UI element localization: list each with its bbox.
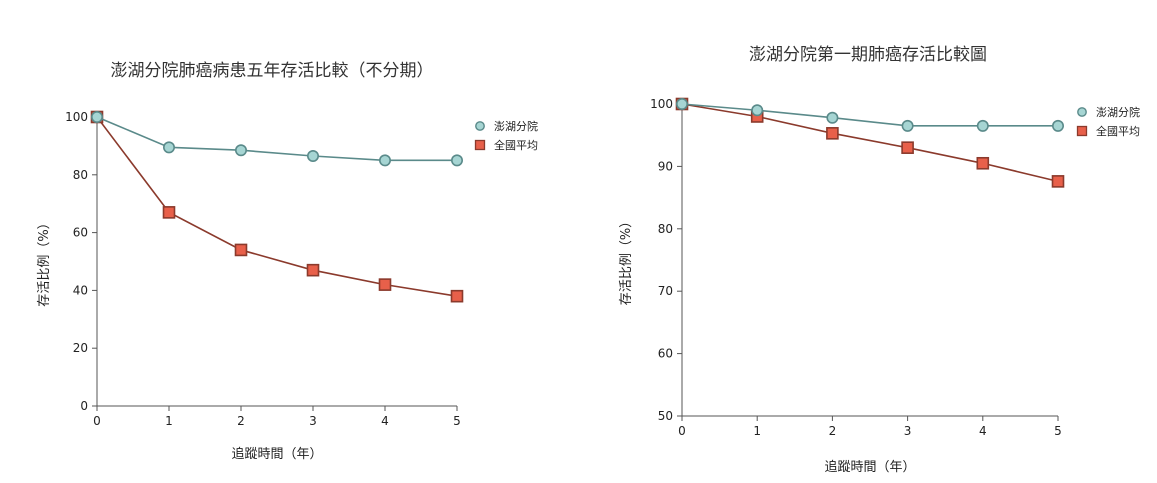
legend-label-penghu: 澎湖分院 xyxy=(494,119,538,133)
x-tick-label: 4 xyxy=(979,424,987,438)
data-point-penghu xyxy=(751,104,764,117)
y-tick-label: 100 xyxy=(650,97,673,111)
y-tick-label: 40 xyxy=(73,283,88,297)
y-axis-title: 存活比例（%） xyxy=(37,216,52,306)
data-point-national xyxy=(976,156,990,170)
y-tick-label: 100 xyxy=(65,110,88,124)
data-point-penghu xyxy=(1052,119,1065,132)
x-tick-label: 1 xyxy=(165,414,173,428)
data-point-penghu xyxy=(306,150,319,163)
x-tick-label: 2 xyxy=(237,414,245,428)
y-tick-label: 90 xyxy=(658,159,673,173)
y-tick-label: 80 xyxy=(73,168,88,182)
data-point-national xyxy=(1051,175,1065,188)
chart-title: 澎湖分院第一期肺癌存活比較圖 xyxy=(749,45,987,65)
data-point-penghu xyxy=(163,141,176,154)
data-point-national xyxy=(378,278,392,291)
data-point-national xyxy=(826,127,839,140)
x-tick-label: 1 xyxy=(753,424,761,438)
data-point-penghu xyxy=(826,111,839,124)
x-tick-label: 2 xyxy=(829,424,837,438)
series-line-national xyxy=(96,116,458,297)
data-point-national xyxy=(901,141,914,154)
x-tick-label: 5 xyxy=(453,414,461,428)
data-point-national xyxy=(450,289,464,303)
y-tick-label: 70 xyxy=(658,284,673,298)
series-line-penghu xyxy=(96,116,457,162)
data-point-penghu xyxy=(91,111,104,124)
chart-1: 澎湖分院肺癌病患五年存活比較（不分期） 0 20 40 60 80 100 0 1 2 3 4 5 追蹤時… xyxy=(37,61,538,462)
x-tick-label: 3 xyxy=(904,424,912,438)
data-point-penghu xyxy=(976,119,989,132)
y-tick-label: 80 xyxy=(658,222,673,236)
data-point-national xyxy=(162,206,176,219)
data-point-national xyxy=(234,243,248,257)
legend-marker-penghu xyxy=(475,121,485,131)
y-tick-label: 60 xyxy=(658,347,673,361)
legend-label-national: 全國平均 xyxy=(1096,124,1140,138)
chart-2: 澎湖分院第一期肺癌存活比較圖 50 60 70 80 90 100 0 1 2 3 4 5 追蹤時間（年）… xyxy=(619,45,1140,475)
legend-marker-national xyxy=(1076,125,1088,137)
legend-label-national: 全國平均 xyxy=(494,138,538,152)
y-tick-label: 0 xyxy=(80,399,88,413)
series-line-national xyxy=(681,103,1059,183)
x-tick-label: 4 xyxy=(381,414,389,428)
y-tick-label: 50 xyxy=(658,409,673,423)
legend-marker-penghu xyxy=(1077,107,1087,117)
x-axis-title: 追蹤時間（年） xyxy=(231,446,322,462)
y-axis-title: 存活比例（%） xyxy=(619,215,634,305)
y-tick-label: 20 xyxy=(73,341,88,355)
series-line-penghu xyxy=(681,103,1058,127)
chart-title: 澎湖分院肺癌病患五年存活比較（不分期） xyxy=(111,61,434,81)
data-point-penghu xyxy=(450,154,463,167)
y-tick-label: 60 xyxy=(73,226,88,240)
legend-marker-national xyxy=(474,139,486,151)
data-point-national xyxy=(306,263,320,277)
legend-label-penghu: 澎湖分院 xyxy=(1096,105,1140,119)
x-tick-label: 5 xyxy=(1054,424,1062,438)
data-point-penghu xyxy=(235,144,248,157)
x-tick-label: 3 xyxy=(309,414,317,428)
x-axis-title: 追蹤時間（年） xyxy=(824,459,915,475)
data-point-penghu xyxy=(675,98,688,111)
x-tick-label: 0 xyxy=(93,414,101,428)
x-tick-label: 0 xyxy=(678,424,686,438)
data-point-penghu xyxy=(378,154,391,167)
data-point-penghu xyxy=(901,119,914,132)
